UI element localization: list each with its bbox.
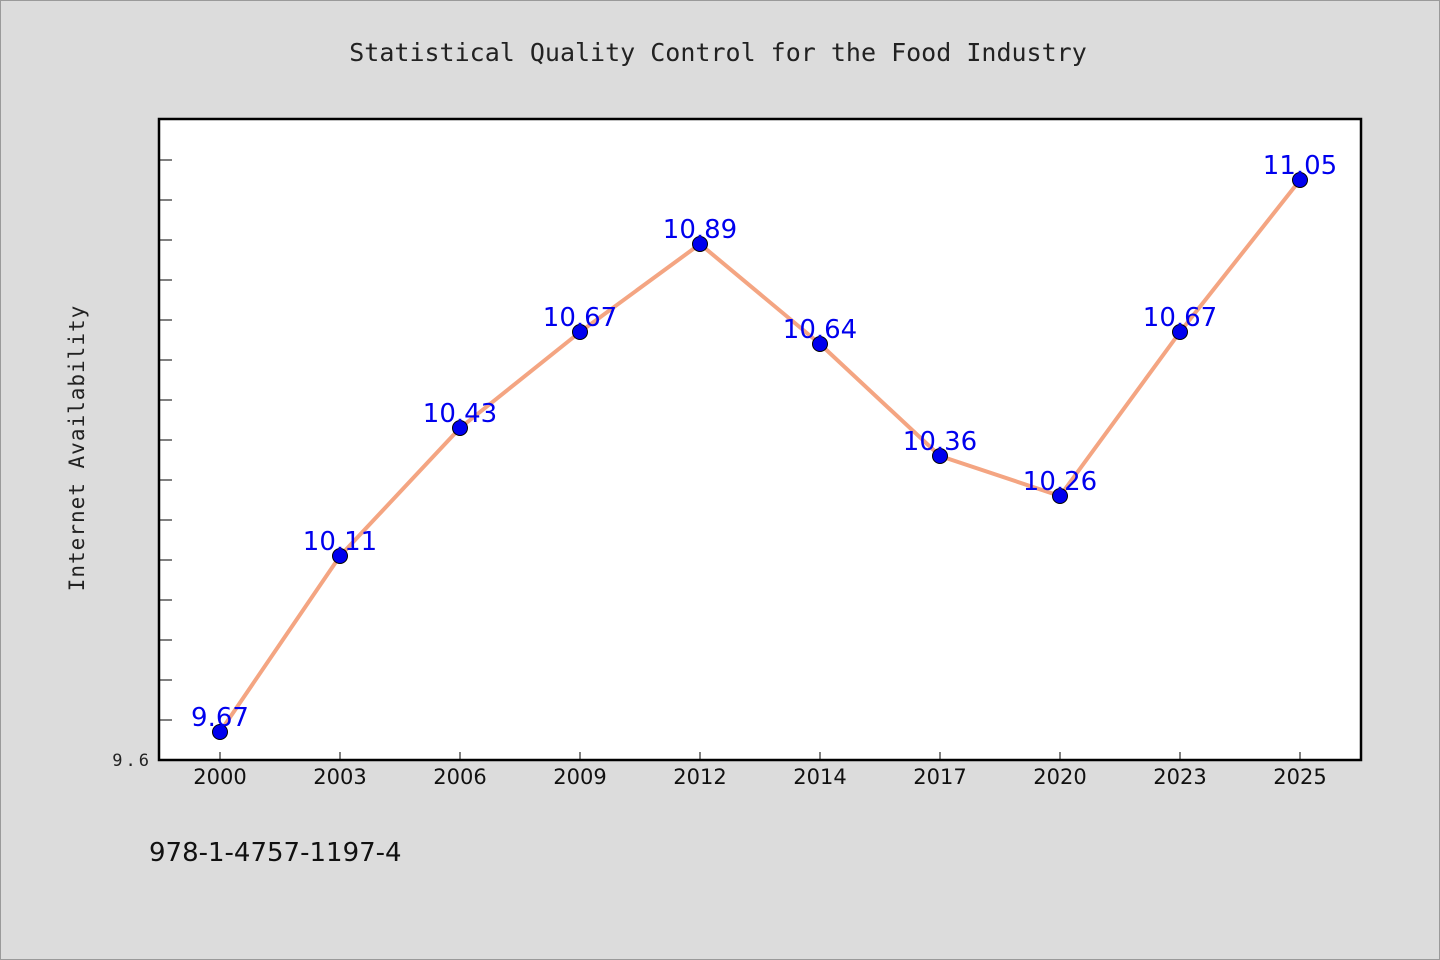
x-tick-label: 2000	[193, 765, 246, 789]
y-axis-label: Internet Availability	[65, 305, 89, 592]
data-point	[452, 420, 468, 436]
data-label: 10.36	[903, 427, 977, 457]
data-label: 10.43	[423, 399, 497, 429]
x-tick-label: 2025	[1273, 765, 1326, 789]
footnote-isbn: 978-1-4757-1197-4	[149, 838, 402, 868]
data-point	[572, 324, 588, 340]
chart-title: Statistical Quality Control for the Food…	[349, 38, 1087, 67]
x-tick-label: 2020	[1033, 765, 1086, 789]
series-polyline	[218, 178, 1302, 734]
data-labels: 9.67 10.11 10.43 10.67 10.89 10.64 10.36 10.26 1…	[191, 151, 1337, 733]
data-point	[1052, 488, 1068, 504]
data-label: 9.67	[191, 703, 249, 733]
plot-area	[157, 117, 1363, 762]
data-label: 11.05	[1263, 151, 1337, 181]
data-point	[932, 448, 948, 464]
y-tick-label: 9.6	[112, 751, 152, 771]
data-point	[212, 724, 228, 740]
data-label: 10.64	[783, 315, 857, 345]
data-point	[1292, 172, 1308, 188]
x-tick-label: 2014	[793, 765, 846, 789]
x-axis-ticks: 2000 2003 2006 2009 2012 2014 2017 2020 2023 2025	[193, 752, 1327, 789]
x-tick-label: 2003	[313, 765, 366, 789]
y-axis-ticks: 9.6	[112, 159, 172, 771]
data-point	[332, 548, 348, 564]
x-tick-label: 2009	[553, 765, 606, 789]
x-tick-label: 2012	[673, 765, 726, 789]
data-point	[1172, 324, 1188, 340]
data-point	[692, 236, 708, 252]
data-label: 10.26	[1023, 467, 1097, 497]
series-markers	[212, 172, 1308, 740]
x-tick-label: 2006	[433, 765, 486, 789]
data-label: 10.89	[663, 215, 737, 245]
x-tick-label: 2017	[913, 765, 966, 789]
data-point	[812, 336, 828, 352]
data-label: 10.67	[1143, 303, 1217, 333]
series-line	[218, 178, 1302, 734]
data-label: 10.11	[303, 527, 377, 557]
data-label: 10.67	[543, 303, 617, 333]
x-tick-label: 2023	[1153, 765, 1206, 789]
